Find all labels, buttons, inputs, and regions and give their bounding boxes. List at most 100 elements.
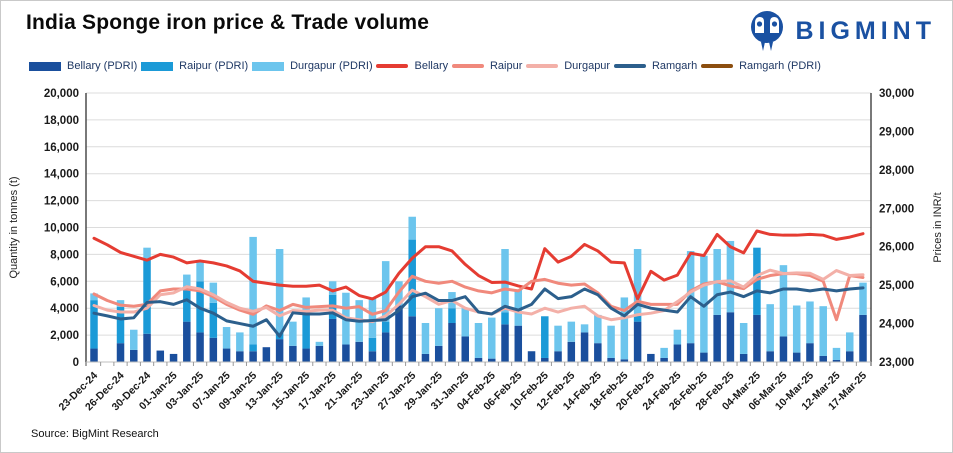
bar-segment-raipur-pdri-	[541, 316, 549, 358]
bar-segment-bellary-pdri-	[753, 314, 761, 362]
legend-swatch	[526, 64, 559, 68]
bar-segment-bellary-pdri-	[660, 357, 668, 362]
bar-segment-bellary-pdri-	[262, 347, 271, 362]
bar-segment-raipur-pdri-	[249, 344, 257, 352]
bar-segment-bellary-pdri-	[514, 325, 523, 362]
y-right-tick-label: 23,000	[879, 357, 914, 369]
legend-item-raipur-pdri-: Raipur (PDRI)	[141, 60, 248, 72]
y-left-tick-label: 2,000	[50, 330, 79, 342]
bar-segment-bellary-pdri-	[620, 359, 629, 362]
bar-segment-bellary-pdri-	[434, 345, 443, 362]
bar-segment-durgapur-pdri-	[461, 308, 469, 337]
bar-segment-bellary-pdri-	[183, 321, 191, 362]
bar-segment-bellary-pdri-	[594, 343, 602, 362]
bar-segment-bellary-pdri-	[328, 318, 337, 362]
legend-item-durgapur: Durgapur	[526, 60, 610, 72]
bar-segment-durgapur-pdri-	[488, 317, 496, 359]
y-right-tick-label: 27,000	[879, 203, 914, 215]
bar-segment-durgapur-pdri-	[607, 325, 615, 358]
bar-segment-bellary-pdri-	[806, 343, 814, 362]
legend-swatch	[451, 64, 484, 68]
bar-segment-bellary-pdri-	[156, 350, 165, 362]
bar-segment-durgapur-pdri-	[328, 281, 337, 295]
bigmint-logo-icon	[751, 11, 784, 51]
y-left-tick-label: 14,000	[44, 169, 79, 181]
bar-segment-bellary-pdri-	[739, 353, 748, 362]
bar-segment-durgapur-pdri-	[368, 297, 377, 338]
legend-swatch	[252, 61, 285, 71]
bar-segment-bellary-pdri-	[116, 343, 125, 362]
bar-segment-durgapur-pdri-	[660, 347, 668, 358]
bar-segment-raipur-pdri-	[209, 302, 218, 338]
legend-item-ramgarh: Ramgarh	[613, 60, 698, 72]
y-left-tick-label: 8,000	[50, 249, 79, 261]
bar-segment-durgapur-pdri-	[726, 240, 735, 313]
bar-segment-bellary-pdri-	[368, 351, 377, 362]
legend-item-bellary: Bellary	[376, 60, 448, 72]
y-right-tick-label: 25,000	[879, 280, 914, 292]
bar-segment-bellary-pdri-	[381, 332, 390, 362]
legend-item-raipur: Raipur	[451, 60, 522, 72]
bar-segment-durgapur-pdri-	[845, 332, 854, 352]
y-right-tick-label: 29,000	[879, 126, 914, 138]
bar-segment-bellary-pdri-	[130, 349, 138, 362]
legend-swatch	[141, 61, 174, 71]
bar-segment-durgapur-pdri-	[819, 306, 827, 356]
legend-label: Bellary	[414, 60, 449, 72]
legend-label: Ramgarh	[651, 60, 698, 72]
bar-segment-bellary-pdri-	[90, 348, 98, 362]
bar-segment-bellary-pdri-	[289, 345, 297, 362]
bar-segment-durgapur-pdri-	[209, 282, 218, 303]
bar-segment-durgapur-pdri-	[859, 282, 867, 315]
bar-segment-durgapur-pdri-	[143, 247, 151, 259]
y-left-axis-title: Quantity in tonnes (t)	[8, 176, 20, 278]
bar-segment-durgapur-pdri-	[289, 321, 297, 346]
bar-segment-bellary-pdri-	[395, 305, 403, 362]
bar-segment-raipur-pdri-	[368, 337, 377, 352]
bar-segment-durgapur-pdri-	[792, 305, 801, 353]
bar-segment-durgapur-pdri-	[594, 314, 602, 344]
bar-segment-raipur-pdri-	[501, 312, 509, 325]
bar-segment-raipur-pdri-	[116, 306, 125, 344]
y-right-axis-title: Prices in INR/t	[932, 192, 944, 262]
bar-segment-bellary-pdri-	[249, 351, 257, 362]
bar-segment-bellary-pdri-	[541, 357, 549, 362]
bar-segment-durgapur-pdri-	[832, 347, 841, 360]
bar-segment-bellary-pdri-	[567, 341, 576, 362]
bar-segment-raipur-pdri-	[302, 310, 310, 349]
bar-segment-bellary-pdri-	[554, 351, 562, 362]
page-title: India Sponge iron price & Trade volume	[26, 11, 430, 34]
bar-segment-durgapur-pdri-	[116, 300, 125, 307]
bar-segment-durgapur-pdri-	[196, 261, 204, 282]
bar-segment-bellary-pdri-	[527, 351, 536, 362]
bar-segment-bellary-pdri-	[461, 336, 469, 362]
legend-item-durgapur-pdri-: Durgapur (PDRI)	[252, 60, 373, 72]
y-left-tick-label: 10,000	[44, 223, 79, 235]
bar-segment-durgapur-pdri-	[408, 216, 416, 240]
legend-swatch	[613, 64, 646, 68]
bar-segment-durgapur-pdri-	[90, 293, 98, 301]
y-right-tick-label: 28,000	[879, 165, 914, 177]
y-left-tick-label: 18,000	[44, 115, 79, 127]
bar-segment-bellary-pdri-	[832, 359, 841, 362]
source-note: Source: BigMint Research	[31, 428, 159, 440]
bar-segment-bellary-pdri-	[236, 351, 244, 362]
y-right-tick-label: 30,000	[879, 88, 914, 100]
bar-segment-durgapur-pdri-	[554, 325, 562, 352]
bar-segment-durgapur-pdri-	[302, 297, 310, 311]
bar-segment-bellary-pdri-	[686, 343, 695, 362]
bar-segment-durgapur-pdri-	[779, 265, 788, 337]
bar-segment-raipur-pdri-	[381, 321, 390, 333]
bar-segment-bellary-pdri-	[408, 316, 416, 362]
bar-segment-durgapur-pdri-	[514, 289, 523, 326]
price-line-ramgarh	[92, 286, 865, 338]
bar-segment-raipur-pdri-	[633, 314, 642, 322]
bar-segment-durgapur-pdri-	[130, 329, 138, 350]
y-left-tick-label: 12,000	[44, 196, 79, 208]
bar-segment-durgapur-pdri-	[434, 308, 443, 346]
bar-segment-bellary-pdri-	[421, 353, 430, 362]
bar-segment-bellary-pdri-	[342, 344, 350, 362]
legend-item-ramgarh-pdri-: Ramgarh (PDRI)	[701, 60, 821, 72]
bar-segment-raipur-pdri-	[753, 247, 761, 315]
legend-item-bellary-pdri-: Bellary (PDRI)	[29, 60, 137, 72]
